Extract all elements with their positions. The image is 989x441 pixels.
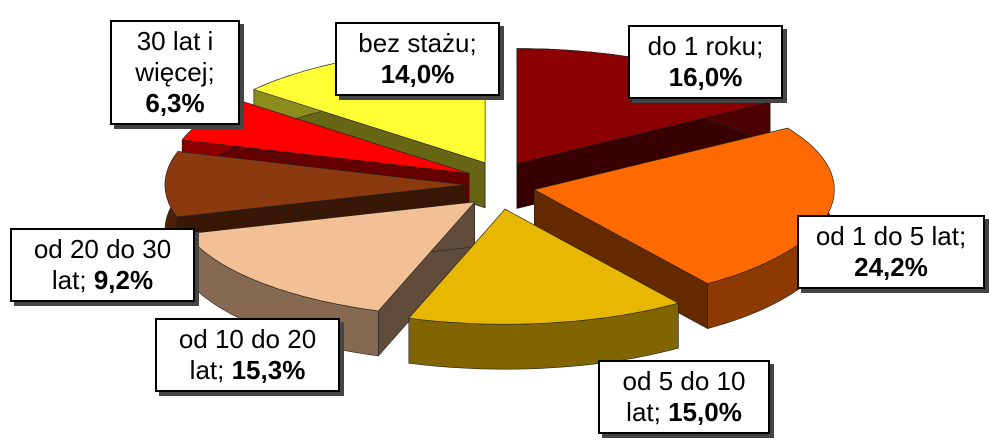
data-label: od 20 do 30 lat; 9,2% (10, 228, 195, 302)
data-label: 30 lat i więcej; 6,3% (110, 20, 240, 125)
category-label: od 1 do 5 lat; (815, 221, 967, 251)
data-label: bez stażu; 14,0% (335, 22, 500, 96)
slice-top (164, 151, 466, 218)
slice (408, 208, 680, 370)
data-label: do 1 roku; 16,0% (628, 25, 783, 99)
slice-top (408, 208, 680, 325)
category-label: od 10 do 20 lat; (178, 324, 317, 385)
slice-top (533, 127, 835, 284)
category-label: bez stażu; (358, 28, 477, 58)
value-label: 9,2% (93, 265, 154, 295)
value-label: 24,2% (854, 252, 928, 282)
data-label: od 5 do 10 lat; 15,0% (598, 360, 770, 434)
value-label: 16,0% (668, 62, 743, 92)
value-label: 6,3% (145, 88, 205, 118)
value-label: 15,0% (668, 397, 742, 427)
data-label: od 10 do 20 lat; 15,3% (155, 318, 340, 392)
value-label: 14,0% (380, 59, 455, 89)
category-label: do 1 roku; (647, 31, 764, 61)
slice (533, 127, 835, 330)
value-label: 15,3% (231, 355, 306, 385)
slice-top (186, 201, 476, 312)
category-label: od 20 do 30 lat; (33, 234, 172, 295)
category-label: od 5 do 10 lat; (622, 366, 746, 427)
data-label: od 1 do 5 lat; 24,2% (797, 215, 985, 289)
category-label: 30 lat i więcej; (135, 26, 215, 87)
